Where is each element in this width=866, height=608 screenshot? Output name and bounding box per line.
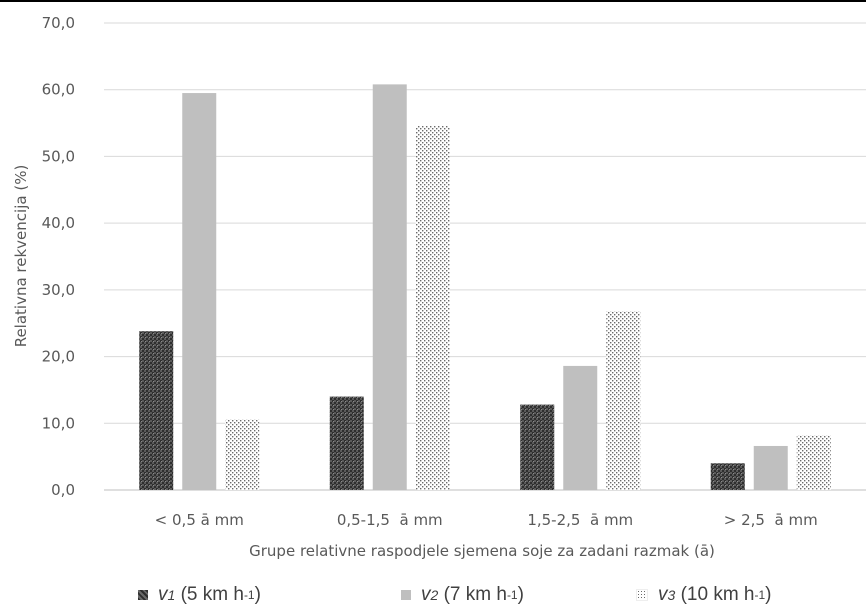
x-tick-label: > 2,5 ā mm: [724, 511, 818, 529]
legend-close: ): [765, 584, 772, 605]
legend-subscript: 3: [667, 587, 676, 603]
x-tick-label: < 0,5 ā mm: [155, 511, 244, 529]
legend-subscript: 2: [430, 587, 439, 603]
bar-v2: [182, 93, 217, 491]
y-tick-label: 70,0: [42, 14, 75, 32]
bar-v3: [415, 125, 450, 491]
legend-swatch-v3: [636, 589, 648, 601]
legend-symbol: v: [421, 584, 431, 605]
x-tick-label: 1,5-2,5 ā mm: [527, 511, 633, 529]
y-axis-title: Relativna rekvencija (%): [12, 165, 30, 348]
x-axis-ticks: < 0,5 ā mm 0,5-1,5 ā mm 1,5-2,5 ā mm > 2,5 …: [155, 511, 818, 529]
legend-close: ): [517, 584, 524, 605]
legend-close: ): [254, 584, 261, 605]
y-axis-ticks: 0,0 10,0 20,0 30,0 40,0 50,0 60,0 70,0: [42, 14, 75, 499]
x-tick-label: 0,5-1,5 ā mm: [337, 511, 443, 529]
legend-symbol: v: [658, 584, 668, 605]
bar-v1: [139, 331, 174, 490]
y-tick-label: 50,0: [42, 147, 75, 165]
top-border: [0, 0, 866, 2]
legend-subscript: 1: [167, 587, 176, 603]
x-axis-title: Grupe relativne raspodjele sjemena soje …: [249, 542, 715, 560]
legend-swatch-v2: [401, 590, 411, 600]
bar-v2: [372, 84, 407, 491]
bar-v1: [710, 463, 745, 490]
bar-v1: [329, 396, 364, 490]
legend-unit: (5 km h: [180, 584, 244, 605]
bar-v2: [563, 365, 598, 490]
bar-v2: [753, 445, 788, 490]
bar-v3: [225, 419, 260, 490]
bar-v3: [606, 311, 641, 490]
y-tick-label: 20,0: [42, 348, 75, 366]
bars: [139, 84, 831, 491]
legend-unit: (10 km h: [680, 584, 755, 605]
bar-v1: [520, 404, 555, 490]
gridlines: [104, 22, 866, 491]
legend-swatch-v1: [138, 590, 148, 600]
y-tick-label: 30,0: [42, 281, 75, 299]
legend-unit: (7 km h: [443, 584, 507, 605]
y-tick-label: 40,0: [42, 214, 75, 232]
y-tick-label: 0,0: [51, 481, 75, 499]
y-tick-label: 60,0: [42, 81, 75, 99]
legend-symbol: v: [158, 584, 168, 605]
bar-v3: [796, 435, 831, 490]
y-tick-label: 10,0: [42, 414, 75, 432]
bar-chart: 0,0 10,0 20,0 30,0 40,0 50,0 60,0 70,0 < 0,5 ā …: [12, 14, 866, 560]
